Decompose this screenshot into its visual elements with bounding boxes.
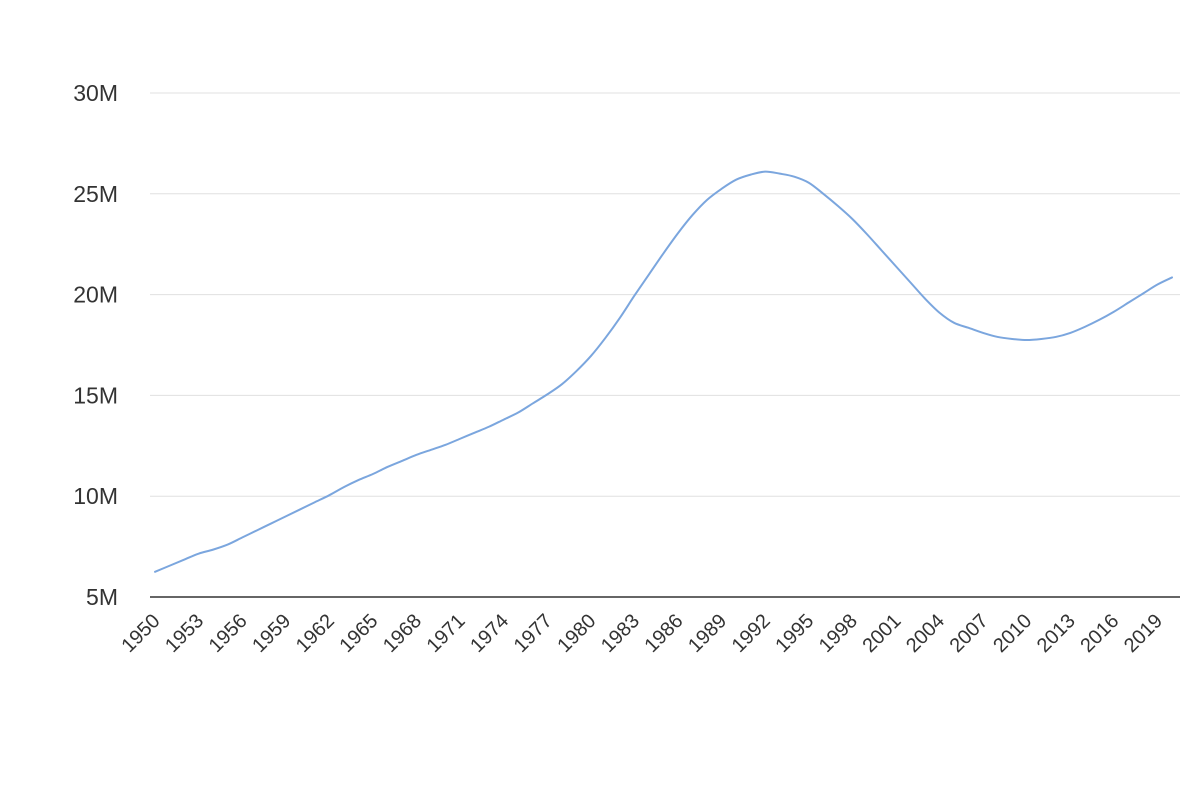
y-axis-tick-labels: 5M 10M 15M 20M 25M 30M [73, 80, 118, 610]
x-tick-label: 1968 [379, 610, 426, 657]
x-tick-label: 1950 [118, 610, 165, 657]
grid-lines [150, 92, 1180, 497]
x-tick-label: 2004 [902, 610, 949, 657]
x-tick-label: 2019 [1120, 610, 1167, 657]
x-tick-label: 1992 [728, 610, 775, 657]
x-tick-label: 2001 [858, 610, 905, 657]
x-tick-label: 1986 [641, 610, 688, 657]
x-tick-label: 2010 [989, 610, 1036, 657]
x-tick-label: 1989 [684, 610, 731, 657]
x-tick-label: 1998 [815, 610, 862, 657]
x-tick-label: 1974 [466, 610, 513, 657]
x-axis-tick-labels: 1950195319561959196219651968197119741977… [118, 610, 1167, 657]
y-tick-label: 5M [86, 584, 118, 610]
x-tick-label: 1962 [292, 610, 339, 657]
x-tick-label: 1965 [335, 610, 382, 657]
x-tick-label: 1983 [597, 610, 644, 657]
y-tick-label: 15M [73, 382, 118, 408]
x-tick-label: 1980 [553, 610, 600, 657]
x-tick-label: 2016 [1076, 610, 1123, 657]
x-tick-label: 2007 [946, 610, 993, 657]
x-tick-label: 2013 [1033, 610, 1080, 657]
series-line [154, 170, 1173, 573]
x-tick-label: 1995 [771, 610, 818, 657]
x-tick-label: 1959 [248, 610, 295, 657]
x-tick-label: 1977 [510, 610, 557, 657]
y-tick-label: 10M [73, 483, 118, 509]
x-tick-label: 1971 [423, 610, 470, 657]
series-layer [154, 170, 1173, 573]
x-tick-label: 1953 [161, 610, 208, 657]
y-tick-label: 30M [73, 80, 118, 106]
x-tick-label: 1956 [205, 610, 252, 657]
y-tick-label: 25M [73, 181, 118, 207]
y-tick-label: 20M [73, 282, 118, 308]
